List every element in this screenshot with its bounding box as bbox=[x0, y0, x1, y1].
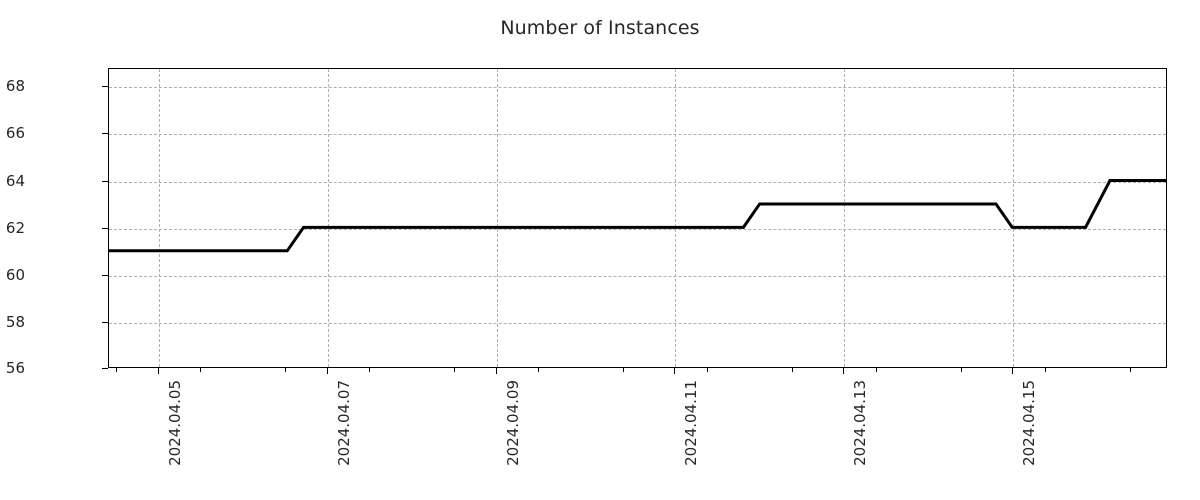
xtick-mark-minor-4 bbox=[369, 368, 370, 372]
xtick-mark-minor-13 bbox=[1130, 368, 1131, 372]
ytick-label-68: 68 bbox=[5, 77, 25, 95]
gridline-x-2024-04-09 bbox=[497, 69, 498, 367]
xtick-mark-minor-2 bbox=[200, 368, 201, 372]
ytick-mark-68 bbox=[102, 86, 108, 87]
xtick-mark-minor-11 bbox=[961, 368, 962, 372]
xtick-mark-2024-04-09 bbox=[496, 368, 497, 374]
gridline-x-2024-04-15 bbox=[1013, 69, 1014, 367]
ytick-label-58: 58 bbox=[5, 313, 25, 331]
xtick-mark-minor-10 bbox=[876, 368, 877, 372]
xtick-mark-minor-5 bbox=[454, 368, 455, 372]
xtick-label-2024-04-15: 2024.04.15 bbox=[1020, 380, 1038, 466]
xtick-label-2024-04-13: 2024.04.13 bbox=[851, 380, 869, 466]
ytick-label-60: 60 bbox=[5, 266, 25, 284]
gridline-y-64 bbox=[109, 182, 1166, 183]
gridline-y-60 bbox=[109, 276, 1166, 277]
ytick-mark-64 bbox=[102, 181, 108, 182]
xtick-mark-minor-1 bbox=[116, 368, 117, 372]
xtick-mark-2024-04-05 bbox=[158, 368, 159, 374]
xtick-label-2024-04-11: 2024.04.11 bbox=[682, 380, 700, 466]
gridline-y-68 bbox=[109, 87, 1166, 88]
xtick-mark-minor-6 bbox=[538, 368, 539, 372]
xtick-mark-2024-04-07 bbox=[327, 368, 328, 374]
gridline-x-2024-04-07 bbox=[328, 69, 329, 367]
xtick-mark-2024-04-11 bbox=[674, 368, 675, 374]
xtick-label-2024-04-05: 2024.04.05 bbox=[166, 380, 184, 466]
gridline-y-66 bbox=[109, 134, 1166, 135]
plot-area bbox=[108, 68, 1167, 368]
gridline-x-2024-04-13 bbox=[844, 69, 845, 367]
ytick-label-56: 56 bbox=[5, 359, 25, 377]
xtick-label-2024-04-07: 2024.04.07 bbox=[335, 380, 353, 466]
gridline-x-2024-04-05 bbox=[159, 69, 160, 367]
gridline-y-58 bbox=[109, 323, 1166, 324]
xtick-mark-minor-7 bbox=[623, 368, 624, 372]
ytick-mark-58 bbox=[102, 322, 108, 323]
ytick-label-62: 62 bbox=[5, 219, 25, 237]
xtick-mark-minor-9 bbox=[792, 368, 793, 372]
ytick-mark-56 bbox=[102, 368, 108, 369]
ytick-label-66: 66 bbox=[5, 124, 25, 142]
gridline-x-2024-04-11 bbox=[675, 69, 676, 367]
xtick-mark-minor-12 bbox=[1045, 368, 1046, 372]
ytick-label-64: 64 bbox=[5, 172, 25, 190]
xtick-label-2024-04-09: 2024.04.09 bbox=[504, 380, 522, 466]
ytick-mark-66 bbox=[102, 133, 108, 134]
xtick-mark-minor-8 bbox=[707, 368, 708, 372]
ytick-mark-60 bbox=[102, 275, 108, 276]
xtick-mark-2024-04-13 bbox=[843, 368, 844, 374]
chart-title: Number of Instances bbox=[500, 17, 700, 39]
gridline-y-62 bbox=[109, 229, 1166, 230]
ytick-mark-62 bbox=[102, 228, 108, 229]
xtick-mark-minor-3 bbox=[285, 368, 286, 372]
xtick-mark-2024-04-15 bbox=[1012, 368, 1013, 374]
